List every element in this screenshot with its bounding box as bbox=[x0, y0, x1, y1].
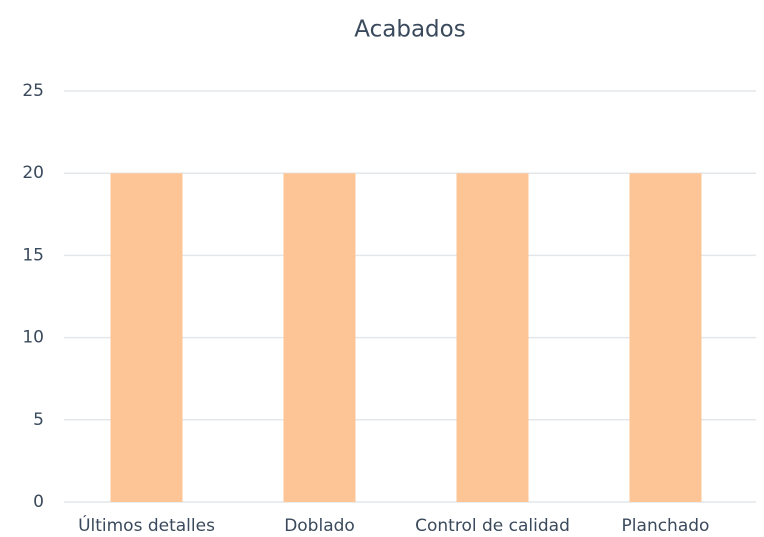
y-tick-label: 0 bbox=[33, 492, 44, 512]
y-tick-label: 10 bbox=[22, 328, 44, 348]
x-tick-label: Control de calidad bbox=[415, 516, 570, 536]
bar bbox=[629, 173, 702, 502]
bar bbox=[110, 173, 183, 502]
x-tick-label: Doblado bbox=[284, 516, 355, 536]
y-tick-label: 15 bbox=[22, 245, 44, 265]
bar bbox=[456, 173, 529, 502]
x-tick-label: Planchado bbox=[622, 516, 710, 536]
y-tick-label: 5 bbox=[33, 410, 44, 430]
bar bbox=[283, 173, 356, 502]
y-tick-label: 20 bbox=[22, 163, 44, 183]
x-tick-label: Últimos detalles bbox=[78, 514, 215, 536]
y-tick-label: 25 bbox=[22, 81, 44, 101]
chart-title: Acabados bbox=[354, 17, 465, 43]
